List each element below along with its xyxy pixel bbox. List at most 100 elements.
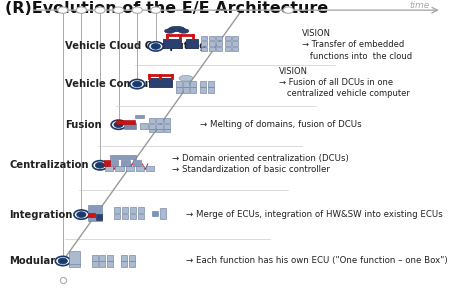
FancyBboxPatch shape [216, 47, 222, 51]
FancyBboxPatch shape [121, 255, 127, 260]
FancyBboxPatch shape [225, 36, 231, 40]
Text: → Domain oriented centralization (DCUs)
→ Standardization of basic controller: → Domain oriented centralization (DCUs) … [172, 154, 349, 174]
FancyBboxPatch shape [121, 160, 130, 166]
FancyBboxPatch shape [191, 88, 196, 93]
FancyBboxPatch shape [130, 208, 137, 213]
Circle shape [283, 7, 293, 13]
FancyBboxPatch shape [106, 255, 113, 260]
FancyBboxPatch shape [149, 118, 155, 123]
FancyBboxPatch shape [208, 36, 214, 40]
FancyBboxPatch shape [100, 255, 106, 260]
FancyBboxPatch shape [92, 255, 98, 260]
FancyBboxPatch shape [164, 118, 170, 123]
FancyBboxPatch shape [232, 47, 238, 51]
FancyBboxPatch shape [136, 166, 144, 171]
Text: VISION
→ Transfer of embedded
   functions into  the cloud: VISION → Transfer of embedded functions … [302, 29, 412, 61]
Circle shape [76, 7, 86, 13]
FancyBboxPatch shape [152, 211, 158, 216]
FancyBboxPatch shape [110, 160, 118, 166]
FancyBboxPatch shape [216, 41, 222, 46]
Circle shape [130, 79, 145, 89]
FancyBboxPatch shape [149, 78, 172, 87]
FancyBboxPatch shape [175, 81, 181, 86]
FancyBboxPatch shape [69, 264, 80, 267]
FancyBboxPatch shape [126, 166, 134, 171]
FancyBboxPatch shape [183, 88, 189, 93]
FancyBboxPatch shape [163, 39, 181, 48]
Circle shape [148, 42, 163, 51]
Text: Vehicle Cloud Computing: Vehicle Cloud Computing [65, 41, 206, 51]
FancyBboxPatch shape [207, 81, 214, 86]
FancyBboxPatch shape [183, 81, 189, 86]
FancyBboxPatch shape [138, 208, 144, 213]
Text: Integration: Integration [9, 210, 73, 220]
FancyBboxPatch shape [186, 39, 198, 48]
FancyBboxPatch shape [116, 120, 135, 124]
FancyBboxPatch shape [201, 47, 207, 51]
Circle shape [77, 212, 86, 218]
FancyBboxPatch shape [124, 123, 136, 129]
FancyBboxPatch shape [111, 155, 136, 160]
FancyBboxPatch shape [135, 115, 144, 118]
FancyBboxPatch shape [156, 118, 163, 123]
FancyBboxPatch shape [160, 208, 166, 219]
FancyBboxPatch shape [164, 129, 170, 132]
FancyBboxPatch shape [156, 124, 163, 129]
Text: Fusion: Fusion [65, 120, 102, 130]
FancyBboxPatch shape [201, 41, 207, 46]
FancyBboxPatch shape [121, 262, 127, 267]
FancyBboxPatch shape [200, 81, 206, 86]
FancyBboxPatch shape [207, 88, 214, 93]
Text: → Melting of domains, fusion of DCUs: → Melting of domains, fusion of DCUs [200, 120, 362, 129]
Circle shape [133, 81, 142, 87]
FancyBboxPatch shape [149, 124, 155, 129]
FancyBboxPatch shape [140, 123, 148, 129]
FancyBboxPatch shape [106, 262, 113, 267]
FancyBboxPatch shape [105, 166, 113, 171]
Circle shape [58, 7, 68, 13]
FancyBboxPatch shape [208, 47, 214, 51]
FancyBboxPatch shape [225, 41, 231, 46]
Circle shape [95, 7, 105, 13]
Text: Centralization: Centralization [9, 160, 89, 170]
FancyBboxPatch shape [138, 213, 144, 219]
FancyBboxPatch shape [100, 262, 106, 267]
FancyBboxPatch shape [208, 41, 214, 46]
Circle shape [151, 7, 161, 13]
FancyBboxPatch shape [69, 251, 80, 265]
Text: (R)Evolution of the E/E Architecture: (R)Evolution of the E/E Architecture [5, 1, 328, 17]
FancyBboxPatch shape [146, 166, 154, 171]
FancyBboxPatch shape [92, 262, 98, 267]
Circle shape [151, 44, 160, 49]
Circle shape [55, 256, 70, 266]
FancyBboxPatch shape [122, 213, 127, 219]
Ellipse shape [179, 75, 193, 81]
Circle shape [113, 7, 124, 13]
FancyBboxPatch shape [225, 47, 231, 51]
FancyBboxPatch shape [128, 255, 135, 260]
FancyBboxPatch shape [114, 208, 120, 213]
Text: time: time [409, 1, 430, 10]
Text: → Each function has his own ECU ("One function – one Box"): → Each function has his own ECU ("One fu… [186, 256, 448, 266]
FancyBboxPatch shape [104, 160, 110, 166]
FancyBboxPatch shape [232, 41, 238, 46]
FancyBboxPatch shape [128, 262, 135, 267]
FancyBboxPatch shape [156, 129, 163, 132]
FancyBboxPatch shape [133, 160, 141, 166]
Circle shape [95, 162, 105, 168]
FancyBboxPatch shape [149, 129, 155, 132]
FancyBboxPatch shape [122, 208, 127, 213]
Circle shape [74, 210, 89, 219]
Circle shape [111, 120, 126, 129]
FancyBboxPatch shape [175, 88, 181, 93]
Ellipse shape [179, 29, 189, 33]
Text: → Merge of ECUs, integration of HW&SW into existing ECUs: → Merge of ECUs, integration of HW&SW in… [186, 210, 443, 219]
Circle shape [114, 122, 123, 128]
FancyBboxPatch shape [88, 213, 95, 217]
Circle shape [58, 258, 67, 264]
Circle shape [132, 7, 142, 13]
FancyBboxPatch shape [115, 166, 124, 171]
FancyBboxPatch shape [216, 36, 222, 40]
FancyBboxPatch shape [191, 81, 196, 86]
Text: VISION
→ Fusion of all DCUs in one
   centralized vehicle computer: VISION → Fusion of all DCUs in one centr… [279, 67, 410, 98]
